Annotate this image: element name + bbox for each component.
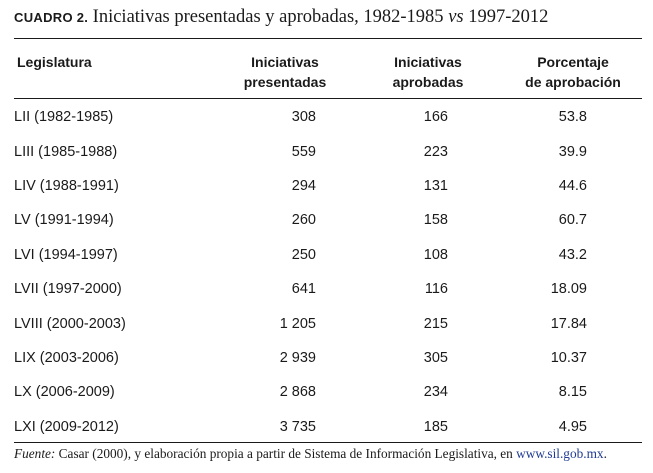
source-link[interactable]: www.sil.gob.mx (516, 446, 604, 461)
header-porcentaje: Porcentaje de aprobación (498, 52, 648, 92)
cell-porcentaje: 60.7 (558, 212, 587, 229)
table-row: LVIII (2000-2003) 1 205 215 17.84 (14, 306, 642, 340)
cell-legislatura: LVII (1997-2000) (14, 281, 122, 298)
table-row: LIX (2003-2006) 2 939 305 10.37 (14, 341, 642, 375)
header-porcentaje-line2: de aprobación (525, 74, 621, 90)
header-porcentaje-line1: Porcentaje (537, 54, 609, 70)
cell-porcentaje: 17.84 (550, 315, 587, 332)
bottom-rule (14, 442, 642, 443)
cell-porcentaje: 10.37 (550, 349, 587, 366)
table-row: LIV (1988-1991) 294 131 44.6 (14, 169, 642, 203)
header-presentadas-line1: Iniciativas (251, 54, 319, 70)
cell-aprobadas: 223 (423, 143, 448, 160)
cell-legislatura: LII (1982-1985) (14, 109, 114, 126)
header-aprobadas: Iniciativas aprobadas (353, 52, 503, 92)
cell-presentadas: 250 (291, 246, 316, 263)
cell-legislatura: LXI (2009-2012) (14, 418, 119, 435)
cell-porcentaje: 39.9 (558, 143, 587, 160)
cell-presentadas: 3 735 (279, 418, 316, 435)
cell-porcentaje: 8.15 (558, 384, 587, 401)
table-caption: Iniciativas presentadas y aprobadas, 198… (93, 7, 549, 27)
table-row: LV (1991-1994) 260 158 60.7 (14, 203, 642, 237)
cell-porcentaje: 18.09 (550, 281, 587, 298)
table-title: CUADRO 2. Iniciativas presentadas y apro… (14, 7, 644, 28)
table-row: LII (1982-1985) 308 166 53.8 (14, 100, 642, 134)
cell-presentadas: 260 (291, 212, 316, 229)
header-legislatura: Legislatura (17, 54, 92, 70)
header-rule (14, 98, 642, 99)
cell-porcentaje: 4.95 (558, 418, 587, 435)
table-row: LX (2006-2009) 2 868 234 8.15 (14, 375, 642, 409)
cell-aprobadas: 185 (423, 418, 448, 435)
data-table: LII (1982-1985) 308 166 53.8 LIII (1985-1988… (14, 100, 642, 444)
cell-presentadas: 2 939 (279, 349, 316, 366)
cell-aprobadas: 131 (423, 177, 448, 194)
cell-legislatura: LV (1991-1994) (14, 212, 114, 229)
source-note: Fuente: Casar (2000), y elaboración prop… (14, 446, 644, 462)
cell-porcentaje: 43.2 (558, 246, 587, 263)
table-number: CUADRO 2. (14, 10, 89, 25)
table-row: LIII (1985-1988) 559 223 39.9 (14, 134, 642, 168)
caption-italic: vs (448, 7, 464, 27)
cell-aprobadas: 215 (423, 315, 448, 332)
table-row: LVII (1997-2000) 641 116 18.09 (14, 272, 642, 306)
cell-legislatura: LIV (1988-1991) (14, 177, 119, 194)
table-row: LVI (1994-1997) 250 108 43.2 (14, 238, 642, 272)
cell-aprobadas: 108 (423, 246, 448, 263)
cell-aprobadas: 305 (423, 349, 448, 366)
caption-end: 1997-2012 (468, 7, 549, 27)
cell-legislatura: LIII (1985-1988) (14, 143, 118, 160)
cell-presentadas: 294 (291, 177, 316, 194)
cell-aprobadas: 234 (423, 384, 448, 401)
cell-legislatura: LX (2006-2009) (14, 384, 115, 401)
cell-porcentaje: 44.6 (558, 177, 587, 194)
cell-aprobadas: 158 (423, 212, 448, 229)
cell-presentadas: 1 205 (279, 315, 316, 332)
top-rule (14, 38, 642, 39)
cell-legislatura: LVI (1994-1997) (14, 246, 118, 263)
source-text: Casar (2000), y elaboración propia a par… (55, 446, 517, 461)
caption-start: Iniciativas presentadas y aprobadas, 198… (92, 7, 444, 27)
cell-presentadas: 559 (291, 143, 316, 160)
cell-presentadas: 308 (291, 109, 316, 126)
cell-aprobadas: 116 (424, 281, 448, 298)
source-end: . (603, 446, 607, 461)
cell-legislatura: LVIII (2000-2003) (14, 315, 126, 332)
cell-legislatura: LIX (2003-2006) (14, 349, 119, 366)
header-presentadas-line2: presentadas (243, 74, 327, 90)
cell-presentadas: 641 (291, 281, 316, 298)
header-presentadas: Iniciativas presentadas (210, 52, 360, 92)
table-row: LXI (2009-2012) 3 735 185 4.95 (14, 410, 642, 444)
source-label: Fuente: (14, 446, 56, 461)
header-aprobadas-line1: Iniciativas (394, 54, 462, 70)
header-aprobadas-line2: aprobadas (392, 74, 464, 90)
cell-aprobadas: 166 (423, 109, 448, 126)
cell-presentadas: 2 868 (279, 384, 316, 401)
cell-porcentaje: 53.8 (558, 109, 587, 126)
